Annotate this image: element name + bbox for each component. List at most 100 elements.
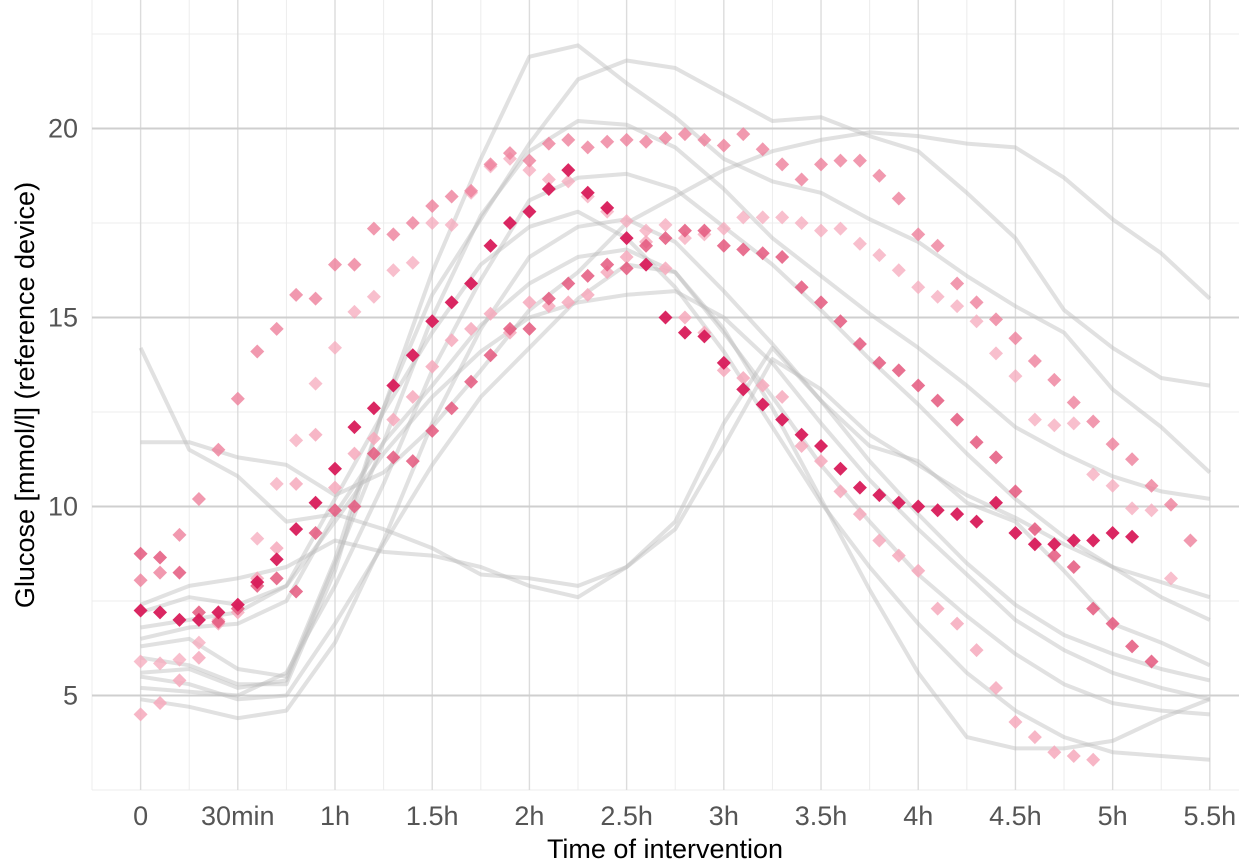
data-point-diamond (988, 450, 1003, 465)
data-point-diamond (1086, 533, 1101, 548)
data-point-diamond (852, 153, 867, 168)
data-point-diamond (794, 427, 809, 442)
data-point-diamond (891, 495, 906, 510)
data-point-diamond (522, 153, 537, 168)
data-point-diamond (950, 616, 965, 631)
data-point-diamond (736, 127, 751, 142)
data-point-diamond (561, 276, 576, 291)
data-point-diamond (833, 153, 848, 168)
data-point-diamond (541, 291, 556, 306)
data-point-diamond (522, 295, 537, 310)
data-point-diamond (1047, 537, 1062, 552)
data-point-diamond (677, 231, 692, 246)
data-point-diamond (522, 204, 537, 219)
data-point-diamond (1125, 529, 1140, 544)
data-point-diamond (133, 546, 148, 561)
data-point-diamond (191, 605, 206, 620)
data-point-diamond (1066, 748, 1081, 763)
data-point-diamond (950, 412, 965, 427)
data-point-diamond (988, 495, 1003, 510)
data-point-diamond (483, 348, 498, 363)
data-point-diamond (328, 340, 343, 355)
data-point-diamond (600, 257, 615, 272)
background-trace-line (140, 209, 1210, 762)
data-point-diamond (464, 374, 479, 389)
data-point-diamond (386, 378, 401, 393)
data-point-diamond (1144, 654, 1159, 669)
data-point-diamond (1105, 525, 1120, 540)
data-point-diamond (580, 140, 595, 155)
data-point-diamond (1008, 714, 1023, 729)
data-point-diamond (1066, 395, 1081, 410)
data-point-diamond (600, 265, 615, 280)
data-point-diamond (366, 289, 381, 304)
data-point-diamond (502, 146, 517, 161)
data-point-diamond (502, 321, 517, 336)
data-point-diamond (794, 216, 809, 231)
data-point-diamond (1047, 418, 1062, 433)
data-point-diamond (1086, 414, 1101, 429)
data-point-diamond (133, 707, 148, 722)
data-point-diamond (405, 454, 420, 469)
data-point-diamond (716, 363, 731, 378)
data-point-diamond (425, 423, 440, 438)
data-point-diamond (891, 191, 906, 206)
data-point-diamond (211, 614, 226, 629)
data-point-diamond (405, 216, 420, 231)
data-point-diamond (308, 376, 323, 391)
data-point-diamond (677, 127, 692, 142)
data-point-diamond (1105, 437, 1120, 452)
y-tick-label: 5 (63, 681, 78, 711)
data-point-diamond (289, 287, 304, 302)
data-point-diamond (677, 310, 692, 325)
data-point-diamond (211, 442, 226, 457)
data-point-diamond (1027, 412, 1042, 427)
data-point-diamond (600, 200, 615, 215)
data-point-diamond (269, 476, 284, 491)
data-point-diamond (483, 157, 498, 172)
x-tick-label: 4.5h (989, 801, 1042, 831)
background-trace-line (140, 217, 1211, 721)
data-point-diamond (541, 172, 556, 187)
data-point-diamond (1163, 571, 1178, 586)
data-point-diamond (153, 696, 168, 711)
data-point-diamond (483, 306, 498, 321)
data-point-diamond (716, 355, 731, 370)
data-point-diamond (191, 491, 206, 506)
x-tick-label: 1h (320, 801, 350, 831)
data-point-diamond (366, 401, 381, 416)
y-tick-label: 20 (48, 114, 78, 144)
data-point-diamond (1086, 752, 1101, 767)
data-point-diamond (697, 329, 712, 344)
y-tick-label: 10 (48, 492, 78, 522)
data-point-diamond (950, 507, 965, 522)
data-point-diamond (464, 321, 479, 336)
data-point-diamond (1125, 452, 1140, 467)
data-point-diamond (347, 499, 362, 514)
x-tick-label: 30min (201, 801, 275, 831)
data-point-diamond (1008, 484, 1023, 499)
data-point-diamond (755, 246, 770, 261)
x-axis-tick-labels: 0 30min 1h 1.5h 2h 2.5h 3h 3.5h 4h 4.5h 5h 5.5h (133, 801, 1236, 831)
data-point-diamond (911, 499, 926, 514)
data-point-diamond (366, 221, 381, 236)
data-point-diamond (1163, 497, 1178, 512)
data-point-diamond (425, 199, 440, 214)
data-point-diamond (930, 393, 945, 408)
data-point-diamond (153, 605, 168, 620)
data-point-diamond (289, 433, 304, 448)
data-point-diamond (950, 299, 965, 314)
data-point-diamond (347, 420, 362, 435)
data-point-diamond (775, 210, 790, 225)
data-point-diamond (153, 565, 168, 580)
data-point-diamond (775, 412, 790, 427)
data-point-diamond (444, 189, 459, 204)
data-point-diamond (133, 573, 148, 588)
x-tick-label: 2h (514, 801, 544, 831)
data-point-diamond (852, 507, 867, 522)
data-point-diamond (250, 575, 265, 590)
data-point-diamond (639, 134, 654, 149)
data-point-diamond (775, 157, 790, 172)
data-point-diamond (153, 550, 168, 565)
data-point-diamond (366, 431, 381, 446)
